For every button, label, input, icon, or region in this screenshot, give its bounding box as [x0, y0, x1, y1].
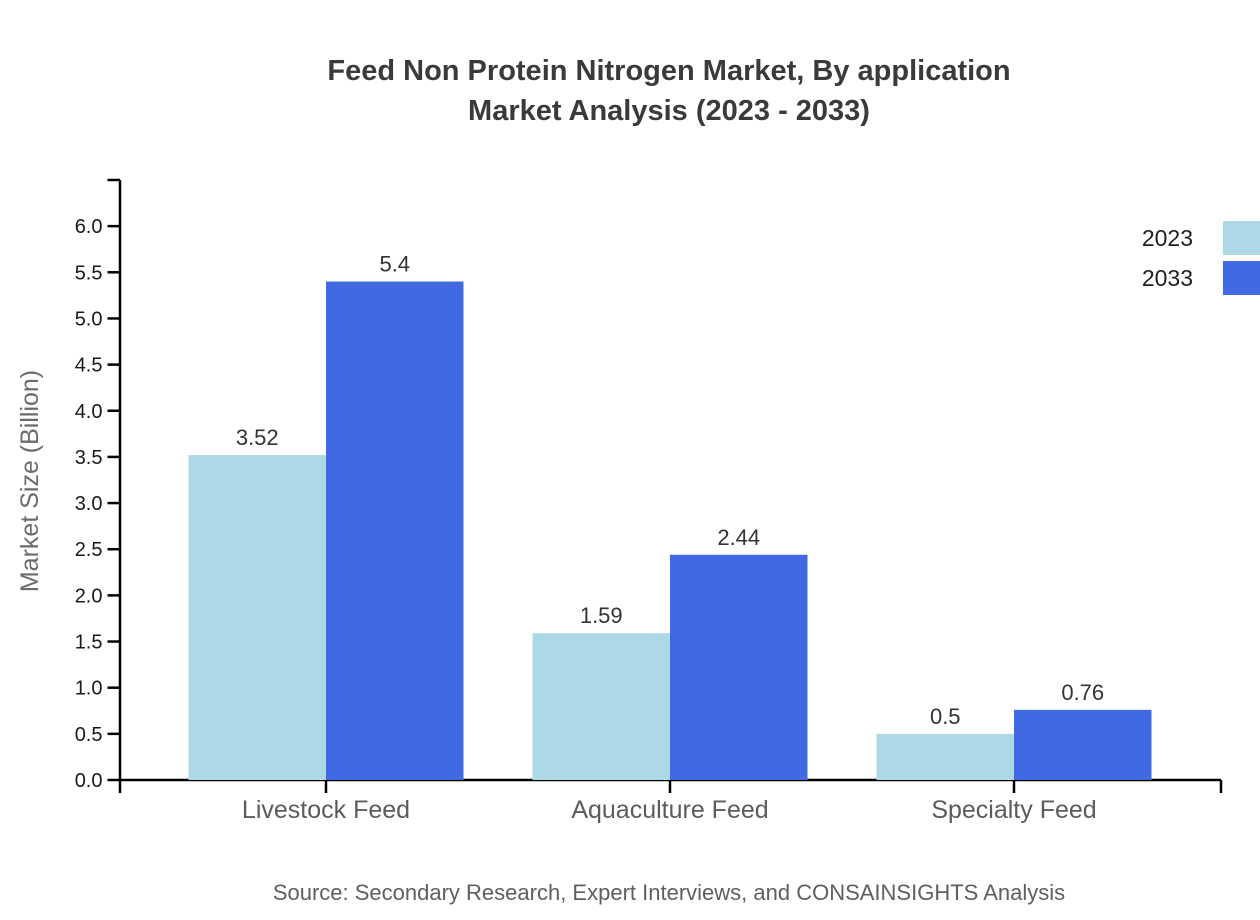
bar-2023-livestock-feed: [188, 455, 326, 780]
bar-value-label: 5.4: [379, 252, 410, 277]
y-tick-label: 6.0: [75, 216, 103, 238]
chart-title: Feed Non Protein Nitrogen Market, By app…: [327, 55, 1010, 87]
y-tick-label: 0.5: [75, 724, 103, 746]
bar-2023-specialty-feed: [876, 733, 1014, 780]
source-note: Source: Secondary Research, Expert Inter…: [273, 880, 1065, 905]
plot-area: 0.0 0.5 1.0 1.5 2.0 2.5 3.0 3.5 4.0 4.5 5.0 5.5 6.0 3…: [75, 178, 1223, 824]
legend: 2023 2033: [1142, 221, 1260, 295]
legend-swatch-2033: [1223, 261, 1260, 295]
y-tick-label: 4.0: [75, 401, 103, 423]
x-category-label-aquaculture-feed: Aquaculture Feed: [571, 796, 768, 824]
y-tick-label: 4.5: [75, 355, 103, 377]
y-axis-title: Market Size (Billion): [16, 370, 44, 592]
legend-label-2033: 2033: [1142, 265, 1193, 291]
y-tick-label: 3.5: [75, 447, 103, 469]
x-category-label-livestock-feed: Livestock Feed: [242, 796, 410, 824]
bar-2033-aquaculture-feed: [670, 554, 808, 780]
bar-2033-livestock-feed: [326, 281, 464, 780]
y-tick-label: 2.5: [75, 539, 103, 561]
y-tick-label: 5.0: [75, 308, 103, 330]
chart-subtitle: Market Analysis (2023 - 2033): [468, 95, 870, 127]
bar-value-label: 0.76: [1061, 680, 1104, 705]
legend-label-2023: 2023: [1142, 225, 1193, 251]
bar-value-label: 3.52: [236, 425, 279, 450]
y-tick-label: 2.0: [75, 585, 103, 607]
bar-value-label: 0.5: [930, 704, 961, 729]
y-tick-label: 3.0: [75, 493, 103, 515]
y-tick-label: 0.0: [75, 770, 103, 792]
y-tick-label: 1.5: [75, 632, 103, 654]
y-tick-label: 5.5: [75, 262, 103, 284]
bar-2023-aquaculture-feed: [532, 633, 670, 780]
x-category-label-specialty-feed: Specialty Feed: [931, 796, 1096, 824]
y-tick-label: 1.0: [75, 678, 103, 700]
bar-value-label: 2.44: [717, 525, 760, 550]
bar-value-label: 1.59: [580, 603, 623, 628]
legend-swatch-2023: [1223, 221, 1260, 255]
bar-2033-specialty-feed: [1014, 709, 1152, 780]
